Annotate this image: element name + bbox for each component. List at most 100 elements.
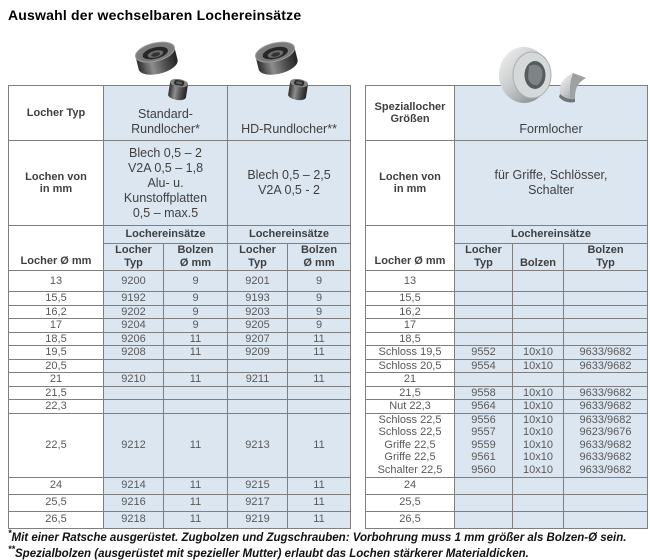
value-cell [562,304,649,319]
table-row: 21,5 [8,385,352,400]
table-row: 21 [365,372,649,387]
subheader-bolzen-diameter: Bolzen Ø mm [162,243,229,271]
value-cell: 11 [162,345,229,360]
subheader-bolzen-diameter: Bolzen Ø mm [287,243,352,271]
standard-hd-rundlocher-table: Locher Typ Standard- Rundlocher* HD-Rund… [8,85,352,529]
value-cell [562,331,649,346]
diameter-cell: 26,5 [8,510,104,529]
header-speziallocher-groessen: Speziallocher Größen [365,85,455,141]
value-cell: 9219 [227,510,289,529]
diameter-cell: 15,5 [365,291,455,306]
table-row: 24 9214 11 9215 11 [8,476,352,495]
value-cell [562,476,649,495]
diameter-cell: 20,5 [8,358,104,373]
value-cell [454,291,513,306]
header-locher-diameter: Locher Ø mm [8,225,104,271]
value-cell: 9193 [227,291,289,306]
value-cell: 11 [287,345,352,360]
value-cell: 9554 [454,358,513,373]
value-cell: 11 [287,372,352,387]
value-cell: 9192 [103,291,164,306]
header-lochen-von: Lochen von in mm [365,140,455,226]
table-row: Schloss 20,5 9554 10x10 9633/9682 [365,358,649,373]
value-cell: 9 [162,291,229,306]
value-cell: 11 [162,372,229,387]
diameter-cell: 13 [365,270,455,292]
value-cell: 9633/9682 [562,399,649,414]
value-cell: 10x10 [512,385,564,400]
value-cell: 9205 [227,318,289,333]
diameter-cell: 21,5 [365,385,455,400]
value-cell: 9202 [103,304,164,319]
value-cell [512,318,564,333]
standard-rundlocher-die-image [135,41,189,101]
table-row: 13 9200 9 9201 9 [8,270,352,292]
value-cell: 9212 [103,412,164,478]
value-cell: 9214 [103,476,164,495]
value-cell: 9633/9682 [562,345,649,360]
value-cell: 10x10 [512,399,564,414]
value-cell [454,318,513,333]
diameter-cell: Schloss 22,5 Schloss 22,5 Griffe 22,5 Gr… [365,412,455,478]
value-cell [162,385,229,400]
table-row: 16,2 9202 9 9203 9 [8,304,352,319]
value-cell [227,399,289,414]
subheader-locher-typ: Locher Typ [454,243,513,271]
table-row: 22,3 [8,399,352,414]
diameter-cell: 22,3 [8,399,104,414]
value-cell [562,372,649,387]
value-cell: 10x10 [512,358,564,373]
value-cell [512,291,564,306]
header-formlocher: Formlocher [453,85,649,141]
value-cell [512,493,564,512]
value-cell: 10x10 [512,345,564,360]
value-cell: 9633/9682 [562,385,649,400]
diameter-cell: 25,5 [8,493,104,512]
value-cell: 9211 [227,372,289,387]
table-row: 20,5 [8,358,352,373]
table-row: 21 9210 11 9211 11 [8,372,352,387]
diameter-cell: 18,5 [8,331,104,346]
formlocher-die-image [499,47,586,103]
value-cell [562,270,649,292]
value-cell: 9556 9557 9559 9561 9560 [454,412,513,478]
value-cell: 9 [287,270,352,292]
value-cell: 9217 [227,493,289,512]
diameter-cell: 16,2 [365,304,455,319]
value-cell [287,358,352,373]
table-row: 22,5 9212 11 9213 11 [8,412,352,478]
value-cell: 9200 [103,270,164,292]
value-cell: 9216 [103,493,164,512]
value-cell: 11 [162,493,229,512]
table-row: 25,5 9216 11 9217 11 [8,493,352,512]
value-cell [454,493,513,512]
hd-rundlocher-die-image [255,41,309,101]
table-row: 18,5 9206 11 9207 11 [8,331,352,346]
diameter-cell: 15,5 [8,291,104,306]
value-cell [103,358,164,373]
value-cell [562,493,649,512]
value-cell: 9203 [227,304,289,319]
value-cell: 11 [162,510,229,529]
diameter-cell: 19,5 [8,345,104,360]
footnote-ratsche: *Mit einer Ratsche ausgerüstet. Zugbolze… [8,528,648,544]
table-row: 24 [365,476,649,495]
standard-material-range: Blech 0,5 – 2 V2A 0,5 – 1,8 Alu- u. Kuns… [102,140,229,226]
value-cell: 11 [162,331,229,346]
diameter-cell: 24 [365,476,455,495]
footnote-marker: * [8,528,12,538]
subheader-locher-typ: Locher Typ [227,243,289,271]
table-row: 26,5 9218 11 9219 11 [8,510,352,529]
value-cell: 9633/9682 9623/9676 9633/9682 9633/9682 … [562,412,649,478]
table-row: 16,2 [365,304,649,319]
header-locher-diameter: Locher Ø mm [365,225,455,271]
header-standard-rundlocher: Standard- Rundlocher* [102,85,229,141]
diameter-cell: 17 [365,318,455,333]
table-row: 13 [365,270,649,292]
subheader-bolzen: Bolzen [512,243,564,271]
diameter-cell: 21 [365,372,455,387]
value-cell: 9633/9682 [562,358,649,373]
value-cell: 9 [287,291,352,306]
value-cell: 9204 [103,318,164,333]
value-cell: 9213 [227,412,289,478]
